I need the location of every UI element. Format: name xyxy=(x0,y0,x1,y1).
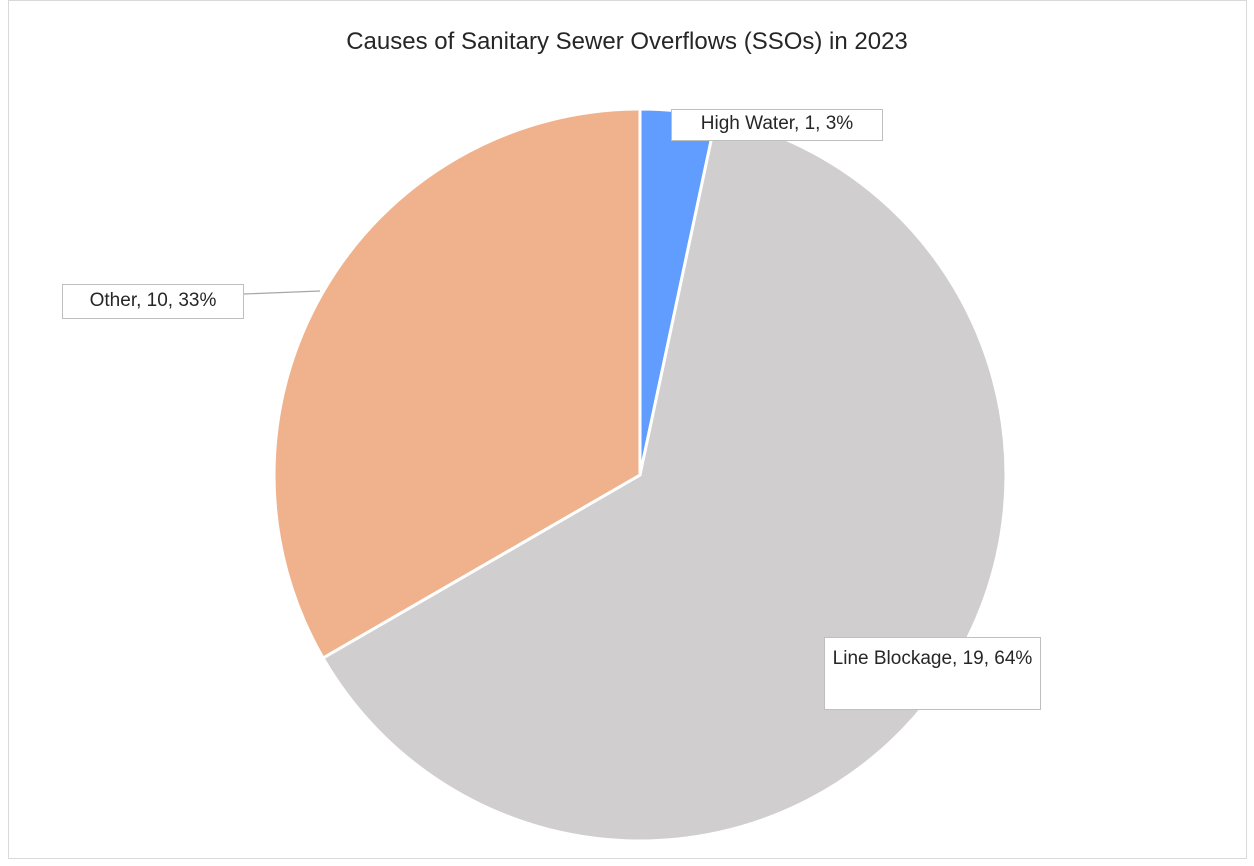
data-label-high-water: High Water, 1, 3% xyxy=(671,109,883,141)
pie-slices xyxy=(272,107,1008,843)
leader-line-other xyxy=(243,290,321,295)
data-label-line-blockage: Line Blockage, 19, 64% xyxy=(824,637,1041,710)
chart-title: Causes of Sanitary Sewer Overflows (SSOs… xyxy=(346,28,908,55)
leader-lines xyxy=(243,290,321,295)
pie-slice-other xyxy=(272,107,642,660)
data-label-other: Other, 10, 33% xyxy=(62,284,244,319)
